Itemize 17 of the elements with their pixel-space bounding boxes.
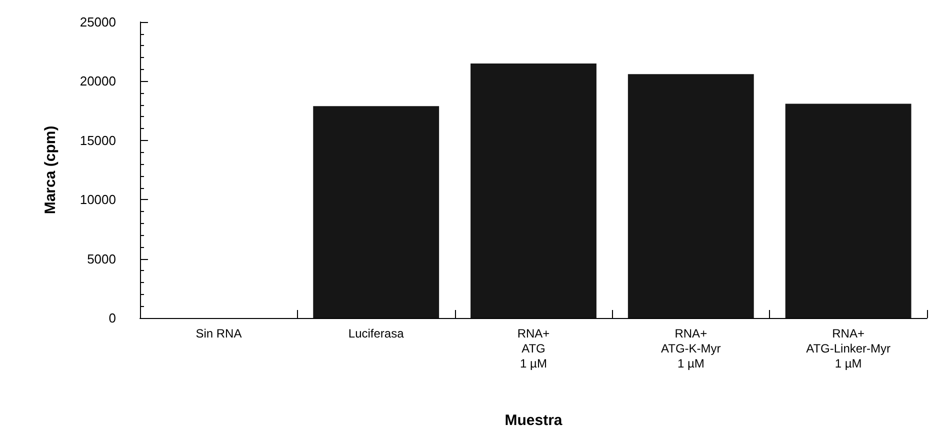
- x-axis-title: Muestra: [504, 412, 563, 429]
- y-tick-label: 25000: [80, 14, 116, 30]
- y-tick-label: 15000: [80, 132, 116, 148]
- x-tick-label: Luciferasa: [348, 326, 404, 340]
- x-tick-label: RNA+ ATG 1 µM: [517, 326, 550, 370]
- bar: [628, 74, 754, 318]
- y-tick-label: 0: [108, 310, 116, 326]
- bar: [313, 106, 440, 318]
- x-tick-label: Sin RNA: [196, 326, 242, 340]
- y-tick-label: 10000: [80, 192, 116, 208]
- bar: [785, 104, 912, 318]
- y-tick-label: 20000: [80, 74, 116, 89]
- bar: [470, 63, 596, 318]
- y-axis-title: Marca (cpm): [42, 126, 59, 214]
- x-tick-label: RNA+ ATG-K-Myr 1 µM: [661, 326, 721, 370]
- x-tick-label: RNA+ ATG-Linker-Myr 1 µM: [806, 326, 891, 370]
- y-tick-label: 5000: [87, 251, 116, 266]
